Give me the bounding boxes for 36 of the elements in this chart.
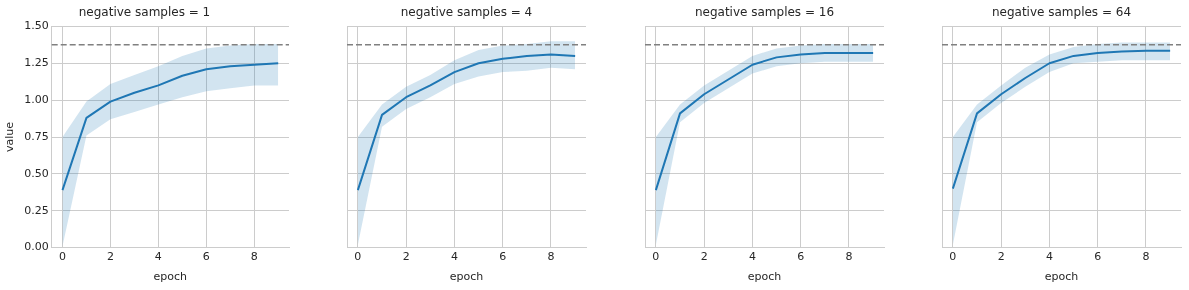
x-tick-label: 6 <box>202 250 210 264</box>
x-tick-label: 8 <box>250 250 258 264</box>
x-tick-label: 0 <box>354 250 362 264</box>
y-tick-label: 0.75 <box>24 129 49 143</box>
y-tick-label: 0.00 <box>24 240 49 254</box>
x-tick-label: 6 <box>796 250 804 264</box>
x-tick-label: 4 <box>1045 250 1053 264</box>
x-tick-label: 0 <box>949 250 957 264</box>
x-tick-label: 0 <box>651 250 659 264</box>
x-tick-label: 8 <box>844 250 852 264</box>
x-axis-title: epoch <box>153 270 188 284</box>
x-tick-label: 2 <box>402 250 410 264</box>
chart-title: negative samples = 4 <box>401 5 533 20</box>
x-tick-label: 2 <box>700 250 708 264</box>
x-tick-label: 8 <box>1142 250 1150 264</box>
x-tick-label: 2 <box>997 250 1005 264</box>
y-tick-label: 0.50 <box>24 166 49 180</box>
y-tick-label: 1.00 <box>24 92 49 106</box>
y-tick-label: 1.25 <box>24 56 49 70</box>
x-axis-title: epoch <box>1044 270 1079 284</box>
x-tick-label: 6 <box>1093 250 1101 264</box>
chart-title: negative samples = 1 <box>78 5 211 20</box>
y-tick-label: 0.25 <box>24 203 49 217</box>
x-tick-label: 4 <box>451 250 459 264</box>
x-axis-title: epoch <box>450 270 484 284</box>
y-tick-label: 1.50 <box>24 19 49 33</box>
x-tick-label: 2 <box>106 250 114 264</box>
x-tick-label: 4 <box>748 250 756 264</box>
x-tick-label: 6 <box>499 250 507 264</box>
x-tick-label: 0 <box>58 250 66 264</box>
y-axis-title: value <box>3 121 17 153</box>
chart-title: negative samples = 16 <box>694 5 834 20</box>
x-axis-title: epoch <box>747 270 781 284</box>
x-tick-label: 4 <box>154 250 162 264</box>
chart-title: negative samples = 64 <box>991 5 1131 20</box>
x-tick-label: 8 <box>547 250 555 264</box>
